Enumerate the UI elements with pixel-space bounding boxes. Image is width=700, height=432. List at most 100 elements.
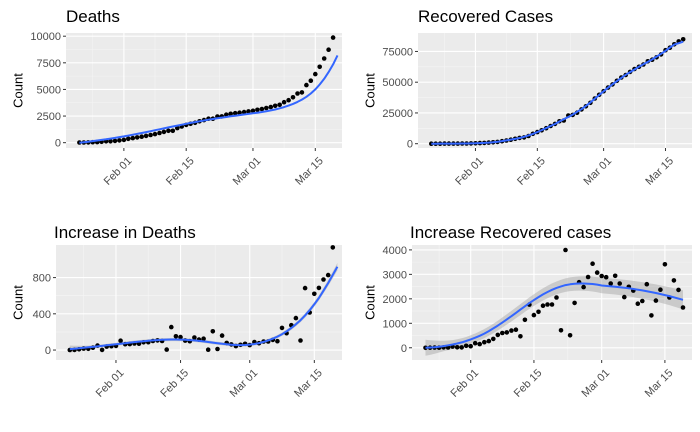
data-point <box>290 95 296 100</box>
data-point <box>518 334 523 339</box>
y-tick-label: 75000 <box>382 46 413 58</box>
data-point <box>157 130 162 136</box>
data-point <box>308 78 314 83</box>
y-tick-label: 0 <box>401 343 407 355</box>
panel-3: 0 400 800 Feb 01 Feb 15 Mar 01 Mar 15 Increase … <box>11 223 342 400</box>
data-point <box>558 328 564 333</box>
data-point <box>175 125 180 131</box>
data-point <box>554 295 559 300</box>
data-point <box>298 338 303 343</box>
data-point <box>486 338 492 344</box>
data-point <box>117 138 122 143</box>
x-tick-label: Mar 01 <box>231 155 264 188</box>
data-point <box>192 335 197 340</box>
data-point <box>482 339 487 345</box>
panel-background <box>66 33 342 148</box>
data-point <box>680 37 686 42</box>
data-point <box>612 273 618 279</box>
data-point <box>536 309 541 315</box>
data-point <box>178 334 183 340</box>
data-point <box>121 137 127 143</box>
data-point <box>232 110 238 116</box>
x-tick-label: Mar 01 <box>228 367 261 400</box>
x-tick-label: Feb 01 <box>453 155 486 188</box>
panel-1: 0 2500 5000 7500 10000 Feb 01 Feb 15 Mar 01 Mar … <box>11 7 342 188</box>
data-point <box>680 305 686 310</box>
data-point <box>567 333 573 338</box>
y-tick-label: 50000 <box>382 77 413 89</box>
data-point <box>463 343 469 349</box>
data-point <box>622 294 627 300</box>
data-point <box>201 336 206 342</box>
data-point <box>454 345 460 350</box>
data-point <box>468 343 474 349</box>
data-point <box>272 103 278 109</box>
panel-title: Deaths <box>66 7 120 26</box>
data-point <box>325 272 331 278</box>
data-point <box>317 64 323 70</box>
y-tick-label: 0 <box>55 138 61 150</box>
y-axis-title: Count <box>363 285 378 320</box>
data-point <box>330 245 336 250</box>
data-point <box>540 303 546 309</box>
x-tick-label: Mar 15 <box>292 367 325 400</box>
y-tick-label: 5000 <box>37 84 61 96</box>
panel-background <box>418 33 692 148</box>
data-point <box>321 277 326 282</box>
data-point <box>277 102 283 108</box>
x-tick-label: Mar 15 <box>643 367 676 400</box>
data-point <box>504 330 510 335</box>
panel-background <box>56 245 342 360</box>
y-tick-label: 10000 <box>30 31 61 43</box>
data-point <box>281 99 287 105</box>
y-axis-title: Count <box>363 73 378 108</box>
data-point <box>572 300 577 306</box>
x-tick-label: Feb 01 <box>102 155 135 188</box>
data-point <box>662 262 668 267</box>
y-tick-label: 0 <box>407 139 413 151</box>
x-tick-label: Mar 01 <box>581 155 614 188</box>
data-point <box>459 345 465 350</box>
data-point <box>676 287 681 293</box>
smooth-trend-line <box>425 282 684 349</box>
data-point <box>99 347 105 353</box>
x-tick-label: Feb 15 <box>512 367 545 400</box>
panel-2: 0 25000 50000 75000 Feb 01 Feb 15 Mar 01 Mar 15… <box>363 7 692 188</box>
data-point <box>118 338 123 344</box>
data-point <box>134 135 140 140</box>
x-tick-label: Feb 15 <box>164 155 197 188</box>
data-point <box>477 341 483 347</box>
data-point <box>640 298 645 304</box>
data-point <box>312 291 317 297</box>
x-tick-label: Mar 15 <box>293 155 326 188</box>
data-point <box>330 35 336 40</box>
data-point <box>173 334 179 339</box>
data-point <box>126 136 131 142</box>
data-point <box>166 128 171 134</box>
y-tick-label: 1000 <box>383 318 407 330</box>
data-point <box>513 327 519 333</box>
data-point <box>108 139 113 144</box>
data-point <box>472 340 478 346</box>
data-point <box>585 274 591 280</box>
y-tick-label: 400 <box>33 309 51 321</box>
x-tick-label: Mar 15 <box>643 155 676 188</box>
data-point <box>259 106 265 112</box>
data-point <box>295 91 300 96</box>
data-point <box>210 329 216 334</box>
y-tick-label: 25000 <box>382 108 413 120</box>
data-point <box>264 105 269 111</box>
y-axis-title: Count <box>11 285 26 320</box>
data-point <box>608 281 613 286</box>
data-point <box>603 274 609 280</box>
data-point <box>522 317 528 323</box>
data-point <box>491 336 496 342</box>
data-point <box>321 56 327 61</box>
x-tick-label: Feb 15 <box>158 367 191 400</box>
data-point <box>215 346 220 352</box>
data-point <box>299 90 305 95</box>
data-point <box>581 284 586 290</box>
data-point <box>302 285 308 291</box>
